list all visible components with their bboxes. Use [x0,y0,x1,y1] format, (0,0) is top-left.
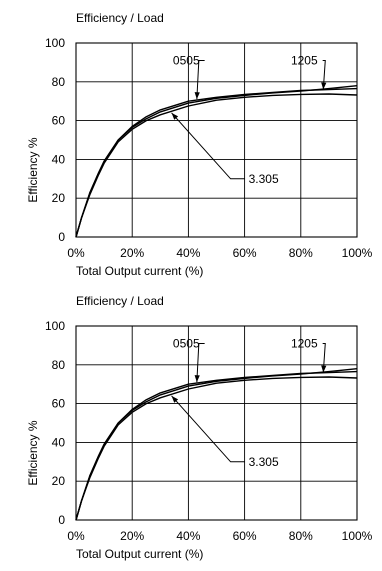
callout-3-305: 3.305 [171,395,279,469]
y-axis-label: Efficiency % [26,420,40,485]
leader-line [322,59,326,90]
y-tick-label: 60 [52,397,66,411]
x-tick-label: 40% [176,246,200,260]
arrowhead [194,92,200,100]
x-axis-label: Total Output current (%) [76,547,203,561]
y-tick-label: 0 [58,230,65,244]
x-tick-label: 0% [67,246,85,260]
callout-3-305: 3.305 [171,112,279,186]
x-tick-label: 60% [233,246,257,260]
arrowhead [194,375,200,383]
series-line-3-305 [75,93,358,238]
leader-line [196,59,205,100]
y-tick-label: 0 [58,513,65,527]
series-label-0505: 0505 [173,336,200,350]
series-line-1205 [75,85,358,238]
series-label-1205: 1205 [291,53,318,67]
leader-line [196,342,205,383]
y-axis-label: Efficiency % [26,137,40,202]
x-tick-label: 20% [120,246,144,260]
x-tick-label: 80% [289,246,313,260]
series-line-1205 [75,368,358,521]
y-tick-label: 20 [52,474,66,488]
plot-frame [75,42,358,238]
plot-frame [75,325,358,521]
y-tick-label: 60 [52,114,66,128]
x-tick-label: 60% [233,529,257,543]
series-label-1205: 1205 [291,336,318,350]
y-tick-label: 80 [52,358,66,372]
series-line-3-305 [75,376,358,521]
chart-1: Efficiency / Load 0% 20% 40% 60% 80% 100% 0 20 40… [26,11,373,278]
arrowhead [171,395,179,403]
series-label-3-305: 3.305 [249,172,279,186]
x-tick-label: 40% [176,529,200,543]
leader-line [322,342,326,373]
callout-1205: 1205 [291,336,327,373]
series-label-3-305: 3.305 [249,455,279,469]
chart-title: Efficiency / Load [76,11,164,25]
y-tick-label: 20 [52,191,66,205]
leader-line [171,395,245,463]
arrowhead [321,82,327,90]
x-axis-label: Total Output current (%) [76,264,203,278]
x-tick-label: 100% [342,246,373,260]
y-tick-label: 40 [52,435,66,449]
callout-0505: 0505 [173,336,205,383]
y-tick-label: 100 [45,319,65,333]
x-tick-label: 80% [289,529,313,543]
callout-1205: 1205 [291,53,327,90]
leader-line [171,112,245,180]
y-tick-label: 80 [52,75,66,89]
callout-0505: 0505 [173,53,205,100]
chart-title: Efficiency / Load [76,294,164,308]
x-tick-label: 0% [67,529,85,543]
x-tick-label: 20% [120,529,144,543]
series-label-0505: 0505 [173,53,200,67]
arrowhead [321,365,327,373]
y-tick-label: 100 [45,36,65,50]
arrowhead [171,112,179,120]
y-tick-label: 40 [52,152,66,166]
x-tick-label: 100% [342,529,373,543]
chart-2: Efficiency / Load 0% 20% 40% 60% 80% 100% 0 20 40… [26,294,373,561]
